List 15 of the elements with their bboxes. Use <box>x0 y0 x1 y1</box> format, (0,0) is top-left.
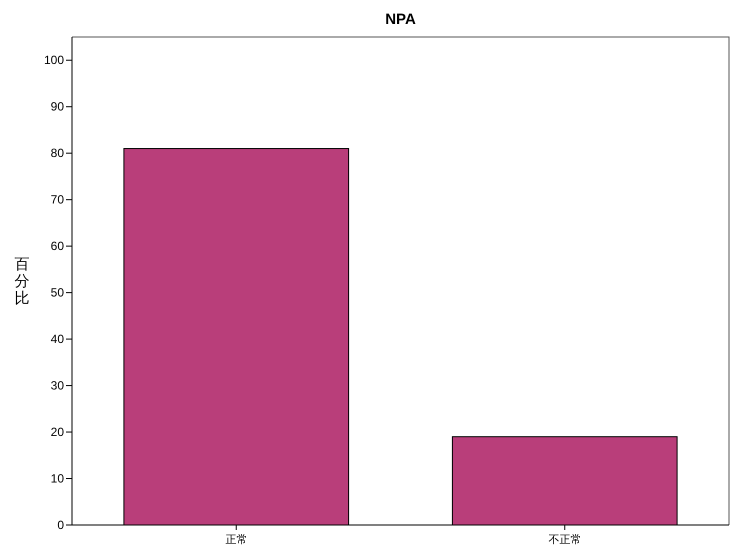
x-tick-label: 正常 <box>225 533 248 546</box>
y-tick-label: 70 <box>50 192 64 207</box>
y-tick-label: 0 <box>57 518 64 532</box>
chart-title: NPA <box>385 11 416 28</box>
y-tick-label: 50 <box>50 286 64 300</box>
y-tick-label: 100 <box>44 53 64 68</box>
x-tick-label: 不正常 <box>548 533 582 546</box>
y-tick-label: 60 <box>50 239 64 254</box>
y-tick-label: 40 <box>50 332 64 346</box>
y-tick-label: 20 <box>50 425 64 440</box>
y-tick-label: 80 <box>50 146 64 160</box>
y-tick-label: 90 <box>50 100 64 114</box>
y-tick-label: 30 <box>50 378 64 393</box>
y-axis-title: 百分比 <box>14 256 30 307</box>
y-tick-label: 10 <box>50 472 64 486</box>
